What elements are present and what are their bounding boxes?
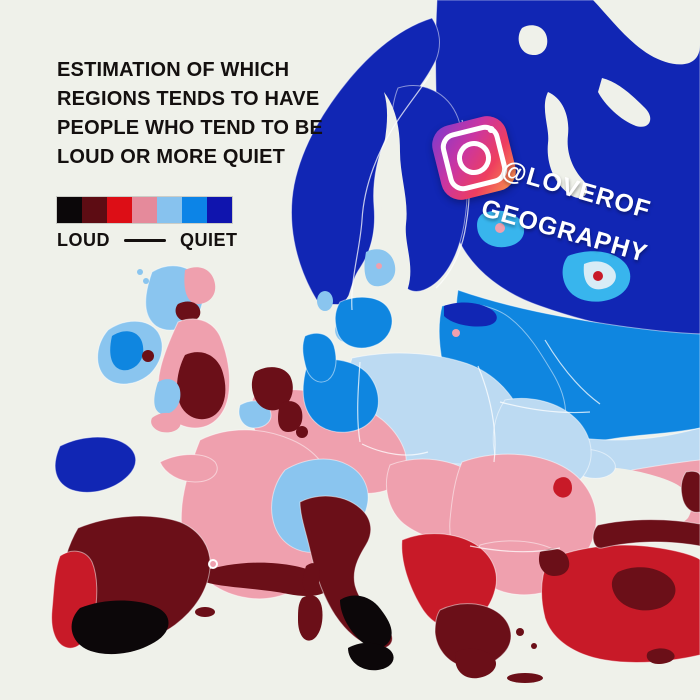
island-balearic	[195, 607, 215, 617]
border-russia-ukraine	[544, 339, 601, 405]
region-peloponnese	[455, 648, 497, 679]
island-hebrides-1	[137, 269, 143, 275]
island-corsica	[302, 563, 320, 592]
border-czech-austria	[361, 443, 429, 456]
region-riviera	[200, 562, 329, 596]
island-sicily	[348, 642, 394, 671]
region-wales	[154, 379, 181, 415]
region-ireland-center	[110, 331, 144, 371]
sea-barents-inlet	[593, 0, 700, 65]
border-norway-sweden	[351, 74, 431, 311]
island-hebrides-2	[143, 278, 149, 284]
region-andalusia	[71, 600, 169, 655]
region-netherlands	[251, 367, 293, 411]
island-crete	[507, 673, 543, 683]
legend-swatch-red	[107, 197, 132, 223]
city-dot-petersburg	[495, 223, 505, 233]
legend-quiet-label: QUIET	[180, 230, 238, 250]
region-ruhr	[277, 401, 303, 432]
legend-dash	[124, 239, 166, 242]
region-iceland	[54, 436, 137, 493]
island-cyprus	[646, 648, 675, 664]
border-belarus-ukraine	[499, 401, 591, 414]
island-arctic	[518, 25, 548, 56]
region-south-italy	[340, 595, 392, 648]
region-cornwall	[151, 412, 181, 433]
region-south-sweden	[334, 296, 393, 349]
sea-white-sea	[544, 92, 588, 198]
legend-swatch-navy	[207, 197, 232, 223]
border-romania-bulgaria	[469, 545, 561, 553]
legend: LOUD QUIET	[57, 197, 238, 251]
legend-swatch-pink	[132, 197, 157, 223]
city-dot-dublin	[142, 350, 154, 362]
region-england-midlands	[176, 352, 226, 420]
sea-kanin-inlet	[598, 78, 651, 127]
legend-color-scale	[57, 197, 232, 223]
border-poland-ukraine	[477, 365, 496, 463]
city-spot-riga	[452, 329, 460, 337]
title-line: ESTIMATION OF WHICH	[57, 59, 290, 81]
region-frankfurt-spot	[296, 426, 308, 438]
region-scotland-northeast	[184, 267, 216, 305]
legend-swatch-black	[57, 197, 82, 223]
island-aegean-1	[516, 628, 524, 636]
region-odessa-spot	[553, 477, 572, 498]
region-denmark	[302, 332, 337, 383]
city-dot-moscow	[593, 271, 603, 281]
title-line: LOUD OR MORE QUIET	[57, 146, 286, 168]
page-title: ESTIMATION OF WHICH REGIONS TENDS TO HAV…	[57, 56, 357, 172]
island-aegean-2	[531, 643, 537, 649]
city-dot-stockholm	[376, 263, 382, 269]
legend-loud-label: LOUD	[57, 230, 110, 250]
island-sardinia	[298, 595, 323, 641]
region-edinburgh	[175, 301, 201, 322]
region-brittany	[159, 454, 218, 483]
city-spot-oslo	[317, 291, 333, 311]
title-line: PEOPLE WHO TEND TO BE	[57, 117, 324, 139]
title-line: REGIONS TENDS TO HAVE	[57, 88, 320, 110]
region-turkey-north-coast	[592, 519, 700, 549]
legend-swatch-darkred	[82, 197, 107, 223]
legend-swatch-blue	[182, 197, 207, 223]
region-marmara	[538, 548, 570, 576]
legend-labels: LOUD QUIET	[57, 230, 238, 251]
region-central-anatolia	[611, 567, 676, 611]
andorra-circle	[208, 559, 218, 569]
region-caucasus-edge	[680, 470, 700, 513]
border-poland-germany	[357, 361, 361, 443]
region-estonia	[444, 302, 497, 327]
legend-swatch-lightblue	[157, 197, 182, 223]
